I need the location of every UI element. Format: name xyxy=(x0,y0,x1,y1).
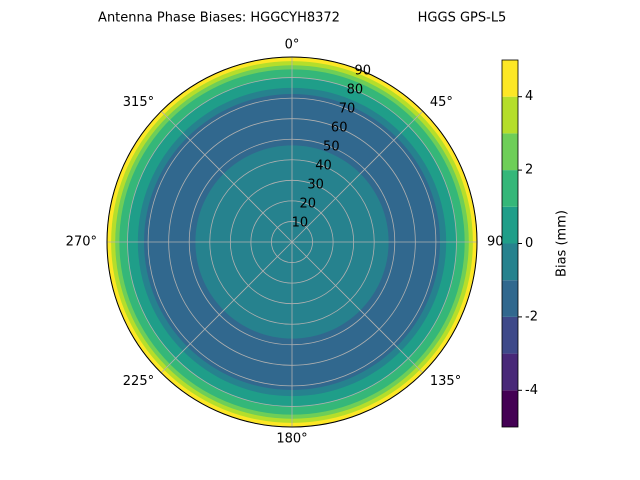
colorbar-segment xyxy=(502,280,518,317)
r-tick-label: 10 xyxy=(292,216,309,231)
theta-tick-label: 135° xyxy=(430,374,461,389)
theta-tick-label: 180° xyxy=(276,432,307,447)
colorbar-tick-label: 4 xyxy=(525,89,533,104)
r-tick-label: 60 xyxy=(331,121,348,136)
grid-spoke xyxy=(160,241,293,374)
colorbar-segment xyxy=(502,133,518,171)
colorbar-tick-label: 2 xyxy=(525,163,533,178)
r-tick-label: 50 xyxy=(323,140,340,155)
colorbar-segment xyxy=(502,96,518,134)
grid-spoke xyxy=(160,110,293,243)
colorbar-segment xyxy=(502,390,518,427)
theta-tick-label: 0° xyxy=(285,38,300,53)
colorbar-tick-label: 0 xyxy=(525,236,533,251)
r-tick-label: 20 xyxy=(299,197,316,212)
grid-spoke xyxy=(291,241,424,374)
chart-title: Antenna Phase Biases: HGGCYH8372 xyxy=(98,11,340,26)
theta-tick-label: 315° xyxy=(123,95,154,110)
colorbar-tick-label: -4 xyxy=(525,383,538,398)
r-tick-label: 70 xyxy=(339,102,356,117)
colorbar-segment xyxy=(502,60,518,97)
chart-subtitle: HGGS GPS-L5 xyxy=(418,11,507,26)
colorbar-segment xyxy=(502,316,518,354)
colorbar-label: Bias (mm) xyxy=(555,210,570,277)
polar-frame xyxy=(106,56,478,428)
grid-spoke xyxy=(291,110,424,243)
theta-tick-label: 45° xyxy=(430,95,453,110)
colorbar-segment xyxy=(502,170,518,207)
colorbar-tick-label: -2 xyxy=(525,309,538,324)
r-tick-label: 40 xyxy=(315,159,332,174)
r-tick-label: 80 xyxy=(347,83,364,98)
theta-tick-label: 270° xyxy=(66,235,97,250)
colorbar-segment xyxy=(502,243,518,281)
colorbar-segment xyxy=(502,206,518,244)
colorbar-segment xyxy=(502,353,518,391)
r-tick-label: 30 xyxy=(307,178,324,193)
theta-tick-label: 225° xyxy=(123,374,154,389)
